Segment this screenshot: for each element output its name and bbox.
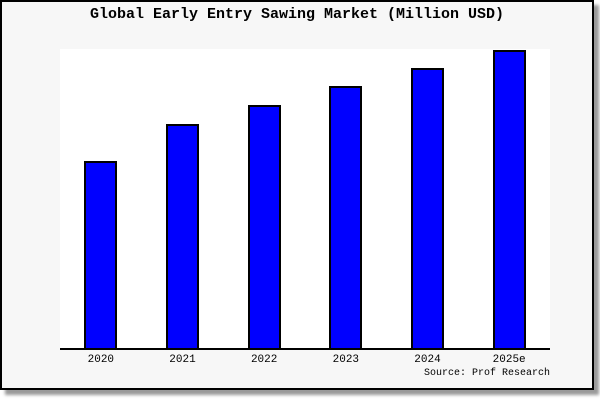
- bar-2020: [84, 161, 117, 348]
- x-tick-label-2025e: 2025e: [492, 354, 526, 366]
- x-tick-label-2020: 2020: [87, 354, 115, 366]
- x-axis-labels: 2020 2021 2022 2023 2024 2025e: [60, 354, 550, 368]
- plot-area: [60, 49, 550, 350]
- chart-title: Global Early Entry Sawing Market (Millio…: [89, 6, 505, 23]
- x-tick-label-2022: 2022: [250, 354, 278, 366]
- bar-2025e: [493, 50, 526, 348]
- bar-2024: [411, 68, 444, 348]
- x-tick-label-2023: 2023: [332, 354, 360, 366]
- x-tick-label-2024: 2024: [414, 354, 441, 366]
- source-note: Source: Prof Research: [423, 368, 550, 379]
- bar-2022: [248, 105, 281, 348]
- x-tick-label-2021: 2021: [169, 354, 196, 366]
- bar-2021: [166, 124, 199, 348]
- bar-2023: [329, 86, 362, 348]
